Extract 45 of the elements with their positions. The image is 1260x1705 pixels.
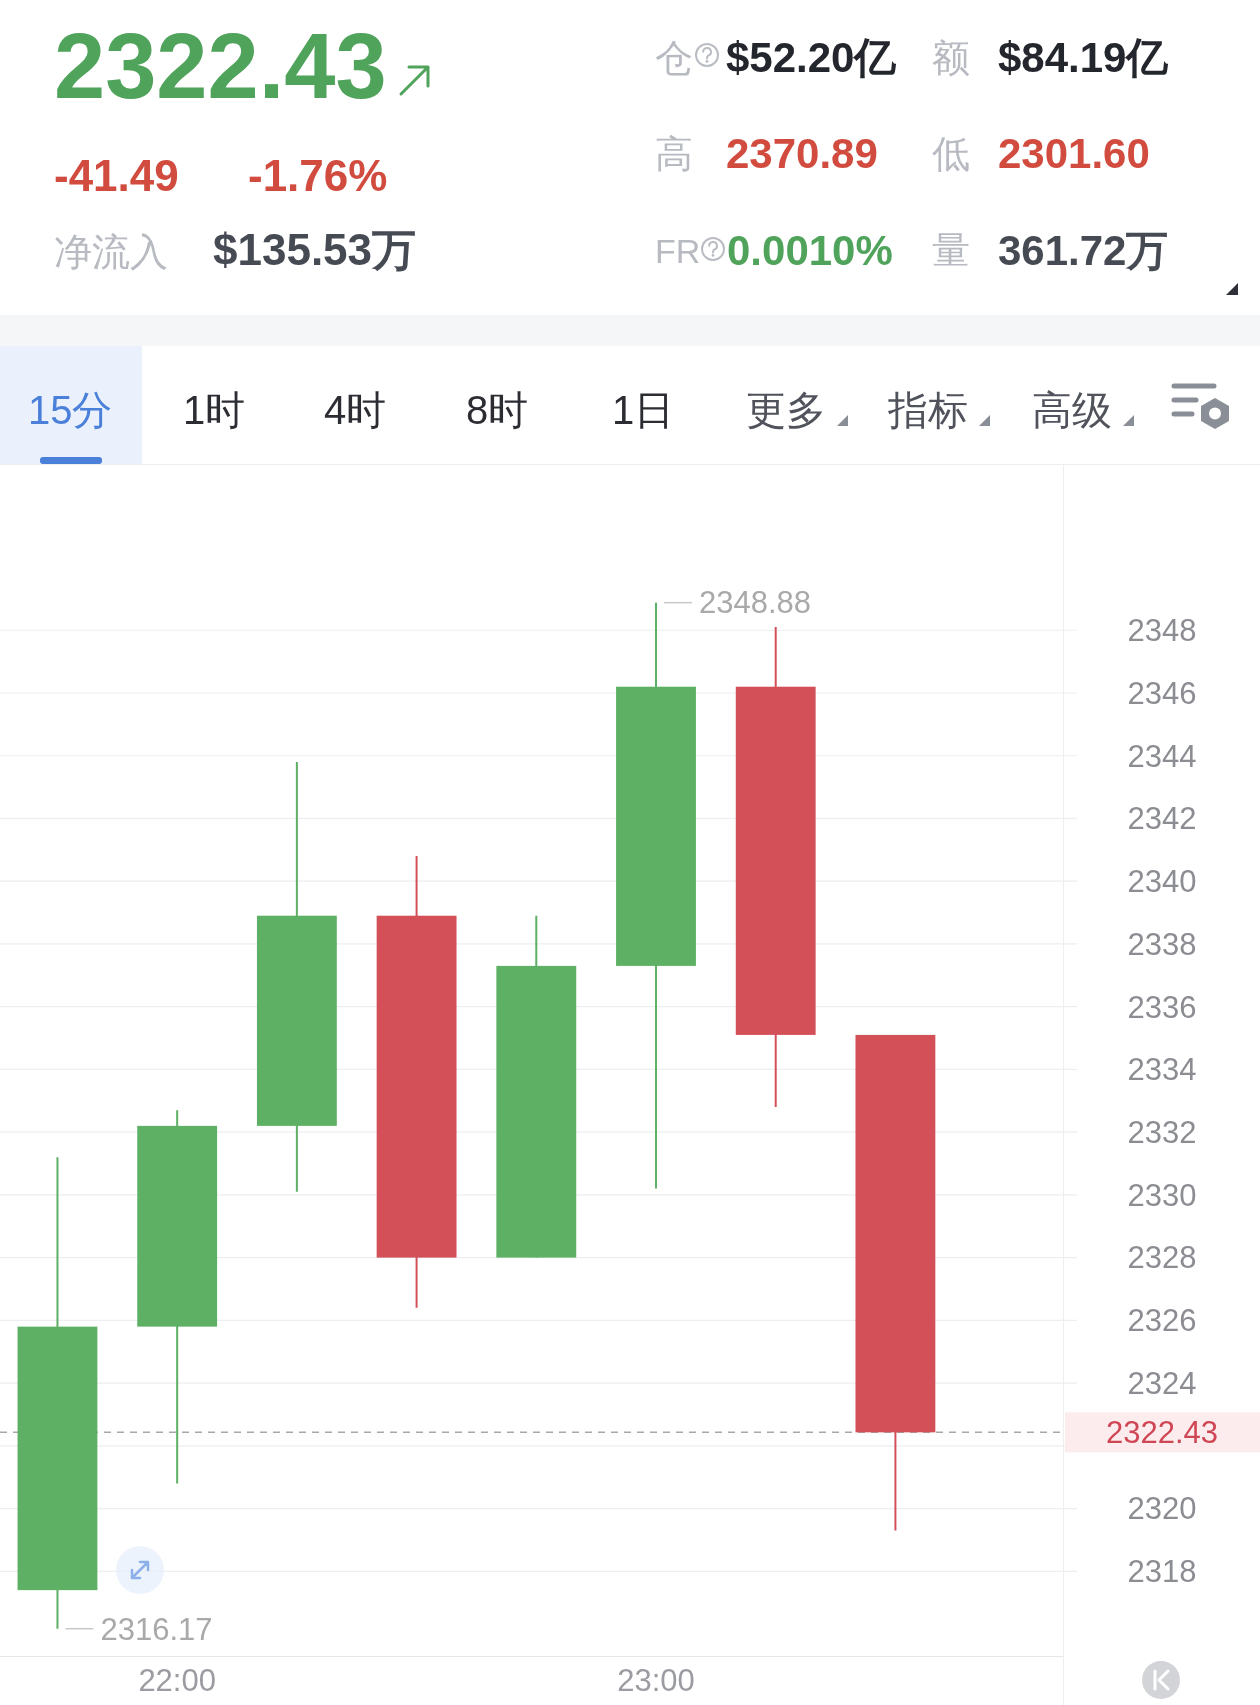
- y-tick-label: 2348: [1127, 613, 1197, 649]
- text: 低: [932, 133, 970, 175]
- text: FR: [655, 232, 701, 270]
- text: 1日: [612, 388, 675, 432]
- text: 8时: [466, 388, 529, 432]
- y-tick-label: 2324: [1127, 1365, 1197, 1401]
- annotation: 2316.17: [100, 1611, 213, 1647]
- y-tick-label: 2340: [1127, 864, 1197, 900]
- y-tick-label: 2330: [1127, 1177, 1197, 1213]
- x-tick-label: 23:00: [617, 1662, 695, 1698]
- y-tick-label: 2336: [1127, 989, 1197, 1025]
- y-tick-label: 2338: [1127, 926, 1197, 962]
- text: 1时: [183, 388, 246, 432]
- text: 2301.60: [998, 130, 1150, 177]
- text: 高级: [1032, 388, 1112, 432]
- text: 指标: [887, 388, 968, 432]
- text: $52.20亿: [726, 34, 898, 81]
- y-tick-label: 2346: [1127, 675, 1197, 711]
- text: 净流入: [54, 231, 168, 273]
- y-tick-label: 2342: [1127, 801, 1197, 837]
- y-tick-label: 2344: [1127, 738, 1197, 774]
- text: 2370.89: [726, 130, 878, 177]
- text: -1.76%: [248, 151, 388, 200]
- ref-line-label: 2322.43: [1105, 1415, 1219, 1451]
- text: 量: [932, 229, 970, 271]
- y-tick-label: 2320: [1127, 1491, 1197, 1527]
- text: $135.53万: [213, 225, 417, 274]
- text: 更多: [746, 388, 826, 432]
- annotation: 2348.88: [699, 585, 812, 621]
- y-tick-label: 2332: [1127, 1115, 1197, 1150]
- text: 仓: [655, 37, 693, 79]
- y-tick-label: 2318: [1127, 1554, 1197, 1590]
- text: 高: [655, 133, 693, 175]
- text: -41.49: [54, 151, 179, 200]
- text: 15分: [28, 388, 113, 432]
- text: 2322.43: [54, 15, 387, 117]
- x-tick-label: 22:00: [138, 1662, 216, 1698]
- text: 361.72万: [998, 227, 1169, 274]
- text: 4时: [324, 388, 387, 432]
- y-tick-label: 2334: [1127, 1052, 1197, 1088]
- y-tick-label: 2326: [1127, 1303, 1197, 1339]
- text: 额: [932, 37, 970, 79]
- y-tick-label: 2328: [1127, 1240, 1197, 1276]
- text: $84.19亿: [998, 34, 1170, 81]
- text: 0.0010%: [727, 227, 893, 274]
